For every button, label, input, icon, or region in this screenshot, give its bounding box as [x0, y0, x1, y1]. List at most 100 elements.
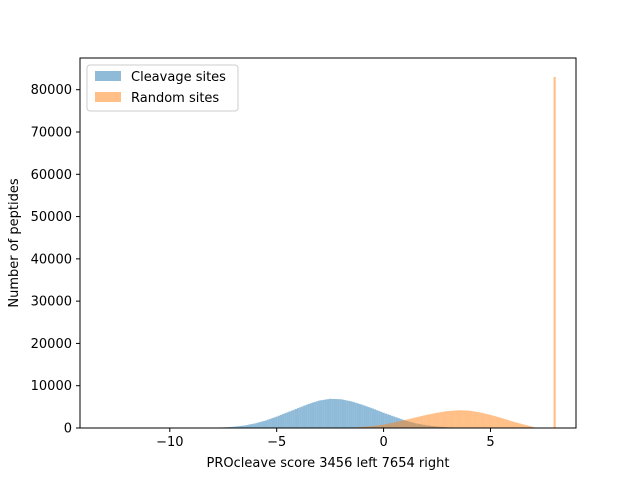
bar — [395, 422, 398, 428]
bar — [284, 413, 287, 428]
bar — [288, 411, 291, 428]
bar — [286, 412, 289, 428]
bar — [371, 426, 374, 428]
bar — [472, 411, 475, 428]
bar — [326, 399, 330, 428]
bar — [455, 410, 458, 428]
y-tick-label: 30000 — [31, 295, 72, 310]
legend-entry-label: Cleavage sites — [131, 70, 226, 85]
bars-layer — [190, 77, 556, 428]
bar — [258, 422, 261, 428]
bar — [318, 400, 321, 428]
plot-frame — [79, 57, 577, 429]
bar — [406, 419, 409, 428]
bar — [262, 420, 265, 428]
bar — [339, 399, 342, 428]
bar — [241, 425, 244, 428]
bar — [299, 407, 302, 428]
bar — [444, 411, 447, 428]
bar — [324, 399, 327, 428]
bar — [382, 412, 385, 428]
bar — [359, 404, 362, 428]
bar — [376, 410, 379, 428]
bar — [489, 414, 492, 428]
bar — [506, 419, 509, 428]
bar — [297, 408, 300, 428]
bar — [408, 418, 411, 428]
y-tick-label: 70000 — [31, 126, 72, 141]
legend-swatch — [95, 92, 121, 102]
bar — [495, 416, 498, 428]
bar — [465, 410, 469, 428]
bar — [363, 405, 366, 428]
bar — [369, 426, 372, 428]
bar — [553, 77, 556, 428]
bar — [380, 424, 383, 428]
y-tick-label: 60000 — [31, 168, 72, 183]
bar — [361, 426, 364, 428]
bar — [512, 421, 516, 428]
bar — [410, 418, 413, 428]
bar — [403, 419, 407, 428]
bar — [232, 426, 235, 428]
bar — [517, 423, 520, 428]
bar — [425, 414, 428, 428]
bar — [470, 411, 473, 428]
bar — [273, 417, 276, 428]
bar — [249, 424, 253, 428]
bar — [309, 403, 312, 428]
bar — [264, 420, 268, 428]
bar — [525, 425, 528, 428]
bar — [480, 412, 483, 428]
bar — [243, 425, 246, 428]
y-axis-label: Number of peptides — [7, 178, 22, 307]
bar — [519, 423, 522, 428]
bar — [457, 410, 460, 428]
bar — [515, 422, 518, 428]
bar — [412, 417, 415, 428]
bar — [335, 399, 338, 428]
bar — [365, 406, 368, 428]
bar — [446, 411, 449, 428]
bar — [401, 420, 404, 428]
bar — [350, 401, 353, 428]
bar — [463, 410, 466, 428]
y-tick-label: 50000 — [31, 210, 72, 225]
bar — [386, 414, 389, 428]
bar — [346, 400, 349, 428]
bar — [260, 421, 263, 428]
bar — [393, 422, 396, 428]
bar — [478, 412, 481, 428]
bar — [427, 414, 430, 428]
y-tick-label: 0 — [64, 422, 72, 437]
bar — [433, 413, 436, 428]
bar — [431, 413, 434, 428]
bar — [311, 402, 315, 428]
bar — [292, 409, 295, 428]
bar — [256, 422, 259, 428]
bar — [301, 406, 304, 428]
bar — [391, 415, 394, 428]
bar — [367, 407, 370, 428]
x-axis-label: PROcleave score 3456 left 7654 right — [207, 456, 450, 471]
bar — [382, 424, 385, 428]
bar — [423, 415, 426, 428]
bar — [365, 426, 368, 428]
bar — [388, 423, 392, 428]
bar — [468, 410, 471, 428]
bar — [502, 418, 505, 428]
bar — [414, 417, 417, 428]
y-tick-label: 20000 — [31, 337, 72, 352]
bar — [474, 411, 477, 428]
bar — [307, 403, 310, 428]
bar — [384, 424, 387, 428]
bar — [320, 400, 323, 428]
bar — [459, 410, 462, 428]
bar — [376, 425, 379, 428]
bar — [421, 415, 424, 428]
legend-swatch — [95, 71, 121, 81]
bar — [491, 415, 494, 428]
bar — [442, 411, 445, 428]
bar — [504, 419, 507, 428]
bar — [532, 426, 535, 428]
